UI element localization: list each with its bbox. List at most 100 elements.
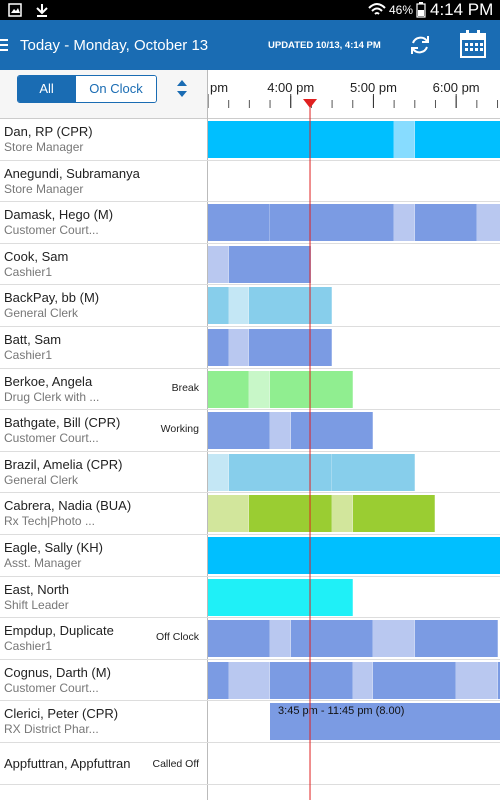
break-segment[interactable] xyxy=(476,204,500,242)
employee-role: General Clerk xyxy=(4,306,79,321)
work-segment[interactable] xyxy=(497,661,500,699)
work-segment[interactable] xyxy=(228,453,333,491)
employee-role: Store Manager xyxy=(4,140,84,154)
sort-button[interactable] xyxy=(175,79,189,99)
employee-row[interactable]: Damask, Hego (M) Customer Court... xyxy=(0,202,500,244)
work-segment[interactable] xyxy=(208,537,500,574)
break-segment[interactable] xyxy=(249,370,271,408)
hour-label: 5:00 pm xyxy=(349,80,397,95)
filter-option[interactable]: All xyxy=(18,76,76,102)
calendar-button[interactable] xyxy=(460,30,486,58)
break-segment[interactable] xyxy=(228,329,250,366)
clock: 4:14 PM xyxy=(430,0,494,19)
employee-row[interactable]: Archer, NickName (CCalled Off xyxy=(0,785,500,800)
shift-lane xyxy=(208,452,500,493)
battery-percent: 46% xyxy=(389,3,414,17)
break-segment[interactable] xyxy=(228,661,271,699)
wifi-icon xyxy=(368,3,386,15)
work-segment[interactable] xyxy=(373,661,457,699)
employee-row[interactable]: Batt, Sam Cashier1 xyxy=(0,327,500,369)
break-segment[interactable] xyxy=(394,121,415,158)
work-segment[interactable] xyxy=(332,453,415,491)
work-segment[interactable] xyxy=(414,121,500,158)
employee-status: Called Off xyxy=(152,758,200,770)
hour-label: pm xyxy=(210,80,229,95)
shift-lane xyxy=(208,493,500,534)
employee-role: Customer Court... xyxy=(4,680,99,695)
work-segment[interactable] xyxy=(208,661,229,699)
employee-row[interactable]: Cabrera, Nadia (BUA) Rx Tech|Photo ... xyxy=(0,493,500,535)
break-segment[interactable] xyxy=(352,661,374,699)
work-segment[interactable] xyxy=(290,620,374,658)
employee-row[interactable]: Clerici, Peter (CPR) RX District Phar... 3… xyxy=(0,701,500,743)
schedule-rows: Dan, RP (CPR) Store Manager Anegundi, Subr… xyxy=(0,119,500,800)
break-segment[interactable] xyxy=(373,620,415,658)
work-segment[interactable] xyxy=(208,412,271,450)
employee-name: Batt, Sam xyxy=(4,332,62,347)
employee-row[interactable]: Cook, Sam Cashier1 xyxy=(0,244,500,286)
employee-role: Cashier1 xyxy=(4,264,53,279)
break-segment[interactable] xyxy=(270,412,291,450)
filter-option[interactable]: On Clock xyxy=(75,76,156,102)
employee-name: Brazil, Amelia (CPR) xyxy=(4,456,123,472)
work-segment[interactable] xyxy=(352,495,436,533)
work-segment[interactable] xyxy=(270,661,353,699)
employee-row[interactable]: Empdup, Duplicate Cashier1 Off Clock xyxy=(0,618,500,660)
employee-row[interactable]: Bathgate, Bill (CPR) Customer Court... Wor… xyxy=(0,410,500,452)
break-segment[interactable] xyxy=(332,495,353,533)
employee-role: Asst. Manager xyxy=(4,556,82,570)
employee-row[interactable]: Appfuttran, Appfuttran Called Off xyxy=(0,743,500,785)
shift-lane xyxy=(208,577,500,618)
work-segment[interactable] xyxy=(290,412,374,450)
employee-row[interactable]: Berkoe, Angela Drug Clerk with ... Break xyxy=(0,369,500,411)
employee-role: Cashier1 xyxy=(4,348,53,362)
employee-name: Dan, RP (CPR) xyxy=(4,124,93,139)
employee-name: Cook, Sam xyxy=(4,248,69,264)
shift-lane: 3:45 pm - 11:45 pm (8.00) xyxy=(208,701,500,742)
shift-lane xyxy=(208,785,500,800)
notification-icons xyxy=(8,3,48,17)
work-segment[interactable] xyxy=(249,329,333,366)
work-segment[interactable] xyxy=(249,287,333,325)
work-segment[interactable] xyxy=(208,620,271,658)
employee-role: Customer Court... xyxy=(4,223,99,238)
break-segment[interactable] xyxy=(208,245,229,283)
work-segment[interactable] xyxy=(208,370,250,408)
shift-lane xyxy=(208,410,500,451)
break-segment[interactable] xyxy=(456,661,498,699)
employee-row[interactable]: BackPay, bb (M) General Clerk xyxy=(0,285,500,327)
work-segment[interactable] xyxy=(208,287,229,325)
break-segment[interactable] xyxy=(208,495,250,533)
employee-status: Working xyxy=(160,423,199,436)
break-segment[interactable] xyxy=(394,204,415,242)
work-segment[interactable] xyxy=(228,245,312,283)
work-segment[interactable] xyxy=(270,204,395,242)
work-segment[interactable] xyxy=(249,495,333,533)
employee-role: Rx Tech|Photo ... xyxy=(4,514,95,529)
work-segment[interactable] xyxy=(414,620,498,658)
work-segment[interactable] xyxy=(208,329,229,366)
employee-status: Break xyxy=(171,381,199,394)
break-segment[interactable] xyxy=(208,453,229,491)
header-title: Today - Monday, October 13 xyxy=(20,37,209,54)
work-segment[interactable] xyxy=(270,703,500,741)
work-segment[interactable] xyxy=(208,578,353,616)
menu-button[interactable] xyxy=(0,38,10,52)
employee-row[interactable]: East, North Shift Leader xyxy=(0,577,500,619)
employee-row[interactable]: Dan, RP (CPR) Store Manager xyxy=(0,119,500,161)
refresh-button[interactable] xyxy=(408,33,432,57)
work-segment[interactable] xyxy=(270,370,353,408)
employee-name: Archer, NickName (C xyxy=(4,798,126,800)
shift-lane xyxy=(208,743,500,784)
employee-row[interactable]: Anegundi, Subramanya Store Manager xyxy=(0,161,500,203)
employee-row[interactable]: Eagle, Sally (KH) Asst. Manager xyxy=(0,535,500,577)
employee-row[interactable]: Cognus, Darth (M) Customer Court... xyxy=(0,660,500,702)
work-segment[interactable] xyxy=(414,204,477,242)
break-segment[interactable] xyxy=(270,620,291,658)
employee-name: Berkoe, Angela xyxy=(4,373,93,389)
shift-lane xyxy=(208,618,500,659)
work-segment[interactable] xyxy=(208,204,271,242)
employee-row[interactable]: Brazil, Amelia (CPR) General Clerk xyxy=(0,452,500,494)
break-segment[interactable] xyxy=(228,287,250,325)
work-segment[interactable] xyxy=(208,121,395,158)
